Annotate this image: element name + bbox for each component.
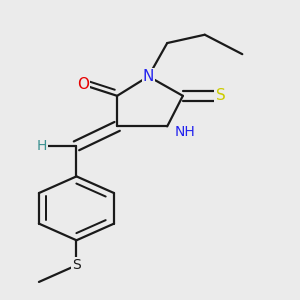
- Text: N: N: [143, 69, 154, 84]
- Text: S: S: [72, 258, 81, 272]
- Text: NH: NH: [175, 125, 196, 139]
- Text: H: H: [37, 139, 47, 153]
- Text: S: S: [215, 88, 225, 103]
- Text: O: O: [77, 77, 89, 92]
